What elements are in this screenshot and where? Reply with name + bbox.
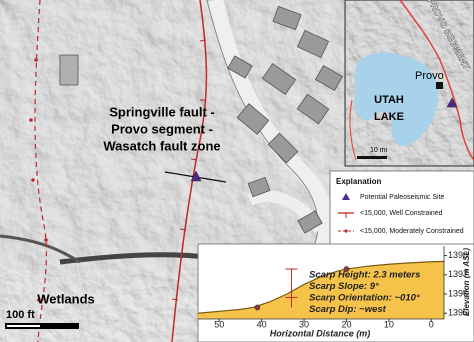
legend-item: <15,000, Moderately Constrained xyxy=(360,228,464,235)
city-label: Provo xyxy=(415,70,444,82)
y-tick-label: 1398 xyxy=(448,250,468,260)
y-tick-label: 1397 xyxy=(448,269,468,279)
x-tick-label: 0 xyxy=(429,319,434,329)
fault-label: Wasatch fault zone xyxy=(103,138,220,153)
fault-label: Provo segment - xyxy=(111,121,213,136)
scarp-annotation: Scarp Dip: ~west xyxy=(309,304,387,315)
x-tick-label: 40 xyxy=(257,319,267,329)
legend-item: <15,000, Well Constrained xyxy=(360,210,443,217)
profile-marker xyxy=(254,304,261,311)
scale-label: 100 ft xyxy=(6,309,35,321)
y-tick-label: 1396 xyxy=(448,288,468,298)
y-axis-label: Elevation (m ASL) xyxy=(462,248,471,316)
x-tick-label: 50 xyxy=(214,319,224,329)
legend-item: Potential Paleoseismic Site xyxy=(360,194,445,201)
scarp-annotation: Scarp Slope: 9° xyxy=(309,281,379,292)
legend xyxy=(329,170,474,246)
x-tick-label: 10 xyxy=(384,319,394,329)
inset-scale-label: 10 mi xyxy=(370,147,388,154)
profile-area xyxy=(198,261,444,319)
scarp-annotation: Scarp Orientation: ~010° xyxy=(309,293,420,304)
scarp-annotation: Scarp Height: 2.3 meters xyxy=(309,270,420,281)
inset-map xyxy=(344,0,474,167)
profile-marker xyxy=(343,266,350,272)
x-tick-label: 30 xyxy=(299,319,309,329)
x-tick-label: 20 xyxy=(341,319,351,329)
profile-chart: 50 40 30 20 10 0 1395 1396 1397 1398 Horizontal Di… xyxy=(197,246,471,338)
profile-line xyxy=(197,260,445,314)
lake-label: LAKE xyxy=(374,111,404,123)
x-axis-label: Horizontal Distance (m) xyxy=(270,328,371,338)
y-tick-label: 1395 xyxy=(448,308,468,318)
lake-label: UTAH xyxy=(374,94,404,106)
legend-title: Explanation xyxy=(336,177,381,186)
wetlands-label: Wetlands xyxy=(37,291,95,306)
fault-label: Springville fault - xyxy=(109,104,214,119)
